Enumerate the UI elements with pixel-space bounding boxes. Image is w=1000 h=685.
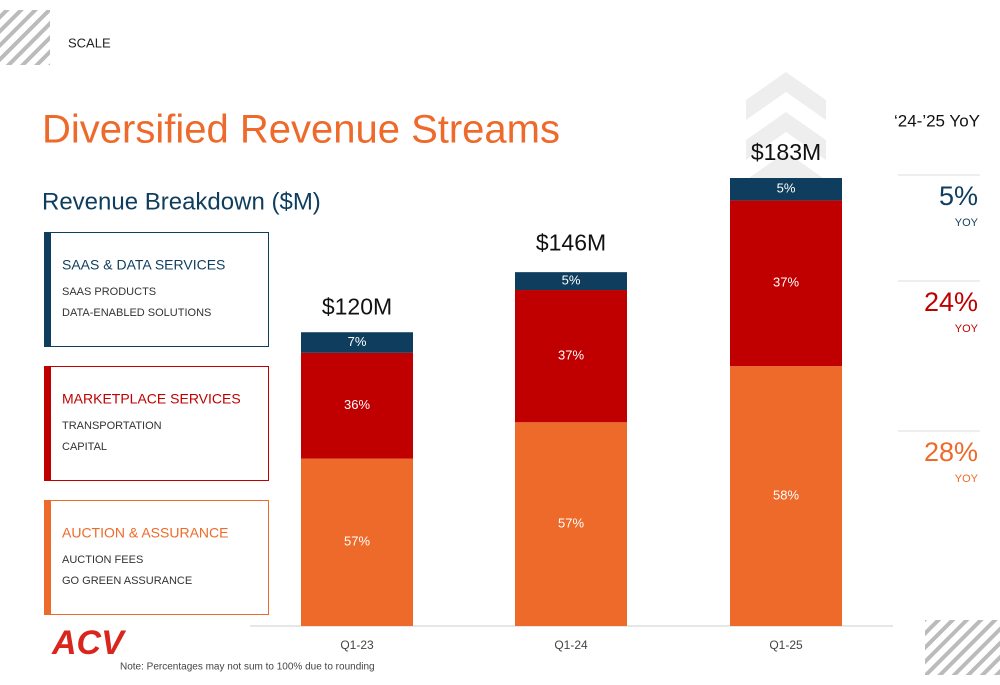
chart-subtitle: Revenue Breakdown ($M) — [42, 188, 321, 215]
x-tick-label: Q1-23 — [340, 638, 374, 652]
segment-label: 36% — [344, 397, 370, 412]
yoy-caption: YOY — [955, 473, 979, 485]
total-label: $146M — [536, 230, 606, 256]
legend-box — [44, 366, 269, 481]
bar-segment — [301, 332, 413, 353]
x-tick-label: Q1-25 — [769, 638, 803, 652]
legend-item: AUCTION FEES — [62, 554, 143, 566]
segment-label: 57% — [558, 516, 584, 531]
decor-hatch — [925, 620, 1000, 675]
bar-segment — [515, 422, 627, 626]
bar-segment — [515, 272, 627, 291]
section-label: SCALE — [68, 35, 111, 50]
yoy-caption: YOY — [955, 217, 979, 229]
yoy-value: 28% — [924, 437, 978, 467]
bar-segment — [730, 178, 842, 201]
bar-segment — [515, 290, 627, 423]
segment-label: 58% — [773, 488, 799, 503]
yoy-caption: YOY — [955, 323, 979, 335]
legend-swatch — [44, 366, 51, 481]
slide-title: Diversified Revenue Streams — [42, 108, 560, 152]
legend-item: CAPITAL — [62, 441, 107, 453]
bar-segment — [730, 366, 842, 626]
footnote: Note: Percentages may not sum to 100% du… — [120, 662, 375, 673]
bar-segment — [730, 200, 842, 367]
yoy-title: ‘24-’25 YoY — [894, 111, 980, 130]
legend-item: TRANSPORTATION — [62, 420, 162, 432]
legend-item: DATA-ENABLED SOLUTIONS — [62, 307, 211, 319]
legend-entry: AUCTION & ASSURANCE — [62, 525, 228, 541]
segment-label: 5% — [777, 181, 796, 196]
segment-label: 5% — [562, 273, 581, 288]
yoy-value: 5% — [939, 181, 978, 211]
segment-label: 37% — [773, 275, 799, 290]
segment-label: 37% — [558, 348, 584, 363]
total-label: $120M — [322, 293, 392, 319]
yoy-value: 24% — [924, 287, 978, 317]
x-tick-label: Q1-24 — [554, 638, 588, 652]
legend-swatch — [44, 232, 51, 347]
legend-entry: SAAS & DATA SERVICES — [62, 257, 225, 273]
legend-box — [44, 500, 269, 615]
bar-segment — [301, 352, 413, 459]
logo: ACV — [51, 624, 127, 662]
chevrons — [746, 72, 826, 180]
total-label: $183M — [751, 139, 821, 165]
legend-item: SAAS PRODUCTS — [62, 286, 156, 298]
legend-item: GO GREEN ASSURANCE — [62, 575, 192, 587]
bar-segment — [301, 458, 413, 626]
segment-label: 7% — [348, 334, 367, 349]
legend-swatch — [44, 500, 51, 615]
decor-hatch — [0, 10, 50, 65]
segment-label: 57% — [344, 534, 370, 549]
legend-entry: MARKETPLACE SERVICES — [62, 391, 241, 407]
